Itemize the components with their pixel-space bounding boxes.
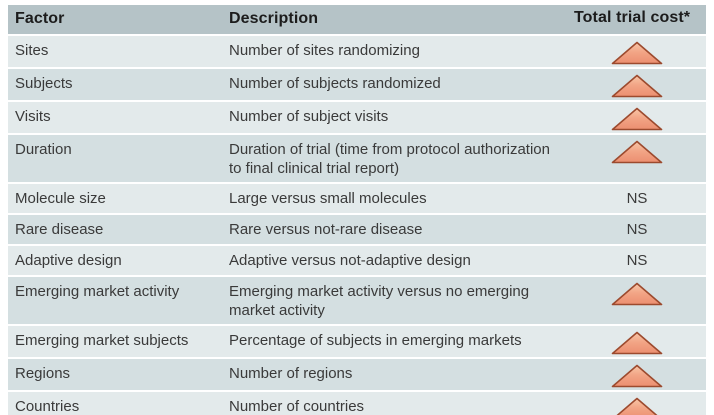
table-row-visits: Visits Number of subject visits bbox=[8, 102, 706, 133]
cost-increase-triangle-icon bbox=[611, 41, 663, 65]
cost-cell-ns: NS bbox=[626, 252, 648, 269]
table-row-duration: Duration Duration of trial (time from pr… bbox=[8, 135, 706, 182]
factor-cell: Emerging market activity bbox=[15, 283, 180, 300]
cost-increase-triangle-icon bbox=[611, 74, 663, 98]
table-row-emerging-market-subjects: Emerging market subjects Percentage of s… bbox=[8, 326, 706, 357]
cost-cell bbox=[568, 392, 706, 415]
description-cell: Large versus small molecules bbox=[229, 190, 427, 207]
description-cell: Number of regions bbox=[229, 365, 353, 382]
cost-cell bbox=[568, 69, 706, 100]
description-cell: Number of sites randomizing bbox=[229, 42, 420, 59]
description-cell: Adaptive versus not-adaptive design bbox=[229, 252, 471, 269]
cost-cell bbox=[568, 135, 706, 182]
cost-increase-triangle-icon bbox=[616, 397, 658, 415]
factor-cell: Rare disease bbox=[15, 221, 104, 238]
description-cell: Number of countries bbox=[229, 398, 365, 415]
table-row-emerging-market-activity: Emerging market activity Emerging market… bbox=[8, 277, 706, 324]
factor-cell: Duration bbox=[15, 141, 72, 158]
factor-cell: Adaptive design bbox=[15, 252, 122, 269]
table-row-rare-disease: Rare disease Rare versus not-rare diseas… bbox=[8, 215, 706, 244]
description-cell: Emerging market activity versus no emerg… bbox=[229, 283, 530, 319]
table-header-row: Factor Description Total trial cost* bbox=[8, 5, 706, 34]
cost-cell bbox=[568, 359, 706, 390]
table-row-adaptive-design: Adaptive design Adaptive versus not-adap… bbox=[8, 246, 706, 275]
table-row-countries: Countries Number of countries bbox=[8, 392, 706, 415]
cost-cell-ns: NS bbox=[626, 221, 648, 238]
cost-cell bbox=[568, 326, 706, 357]
cost-cell bbox=[568, 102, 706, 133]
table-row-sites: Sites Number of sites randomizing bbox=[8, 36, 706, 67]
table-row-subjects: Subjects Number of subjects randomized bbox=[8, 69, 706, 100]
factor-cell: Subjects bbox=[15, 75, 73, 92]
cost-increase-triangle-icon bbox=[611, 364, 663, 388]
factor-cell: Molecule size bbox=[15, 190, 106, 207]
cost-increase-triangle-icon bbox=[611, 140, 663, 164]
factor-cell: Emerging market subjects bbox=[15, 332, 189, 349]
factor-cell: Sites bbox=[15, 42, 49, 59]
cost-increase-triangle-icon bbox=[611, 107, 663, 131]
cost-increase-triangle-icon bbox=[611, 282, 663, 306]
cost-increase-triangle-icon bbox=[611, 331, 663, 355]
description-cell: Number of subject visits bbox=[229, 108, 389, 125]
factor-cell: Visits bbox=[15, 108, 51, 125]
description-cell: Duration of trial (time from protocol au… bbox=[229, 141, 550, 177]
description-cell: Number of subjects randomized bbox=[229, 75, 441, 92]
factor-cell: Regions bbox=[15, 365, 71, 382]
column-header-total-trial-cost: Total trial cost* bbox=[574, 9, 691, 26]
cost-cell bbox=[568, 277, 706, 324]
factor-cell: Countries bbox=[15, 398, 80, 415]
table-row-molecule-size: Molecule size Large versus small molecul… bbox=[8, 184, 706, 213]
cost-cell bbox=[568, 36, 706, 67]
column-header-factor: Factor bbox=[15, 10, 65, 27]
description-cell: Rare versus not-rare disease bbox=[229, 221, 423, 238]
table-row-regions: Regions Number of regions bbox=[8, 359, 706, 390]
trial-cost-factors-table: Factor Description Total trial cost* Sit… bbox=[8, 5, 706, 415]
description-cell: Percentage of subjects in emerging marke… bbox=[229, 332, 522, 349]
cost-cell-ns: NS bbox=[626, 190, 648, 207]
column-header-description: Description bbox=[229, 10, 319, 27]
